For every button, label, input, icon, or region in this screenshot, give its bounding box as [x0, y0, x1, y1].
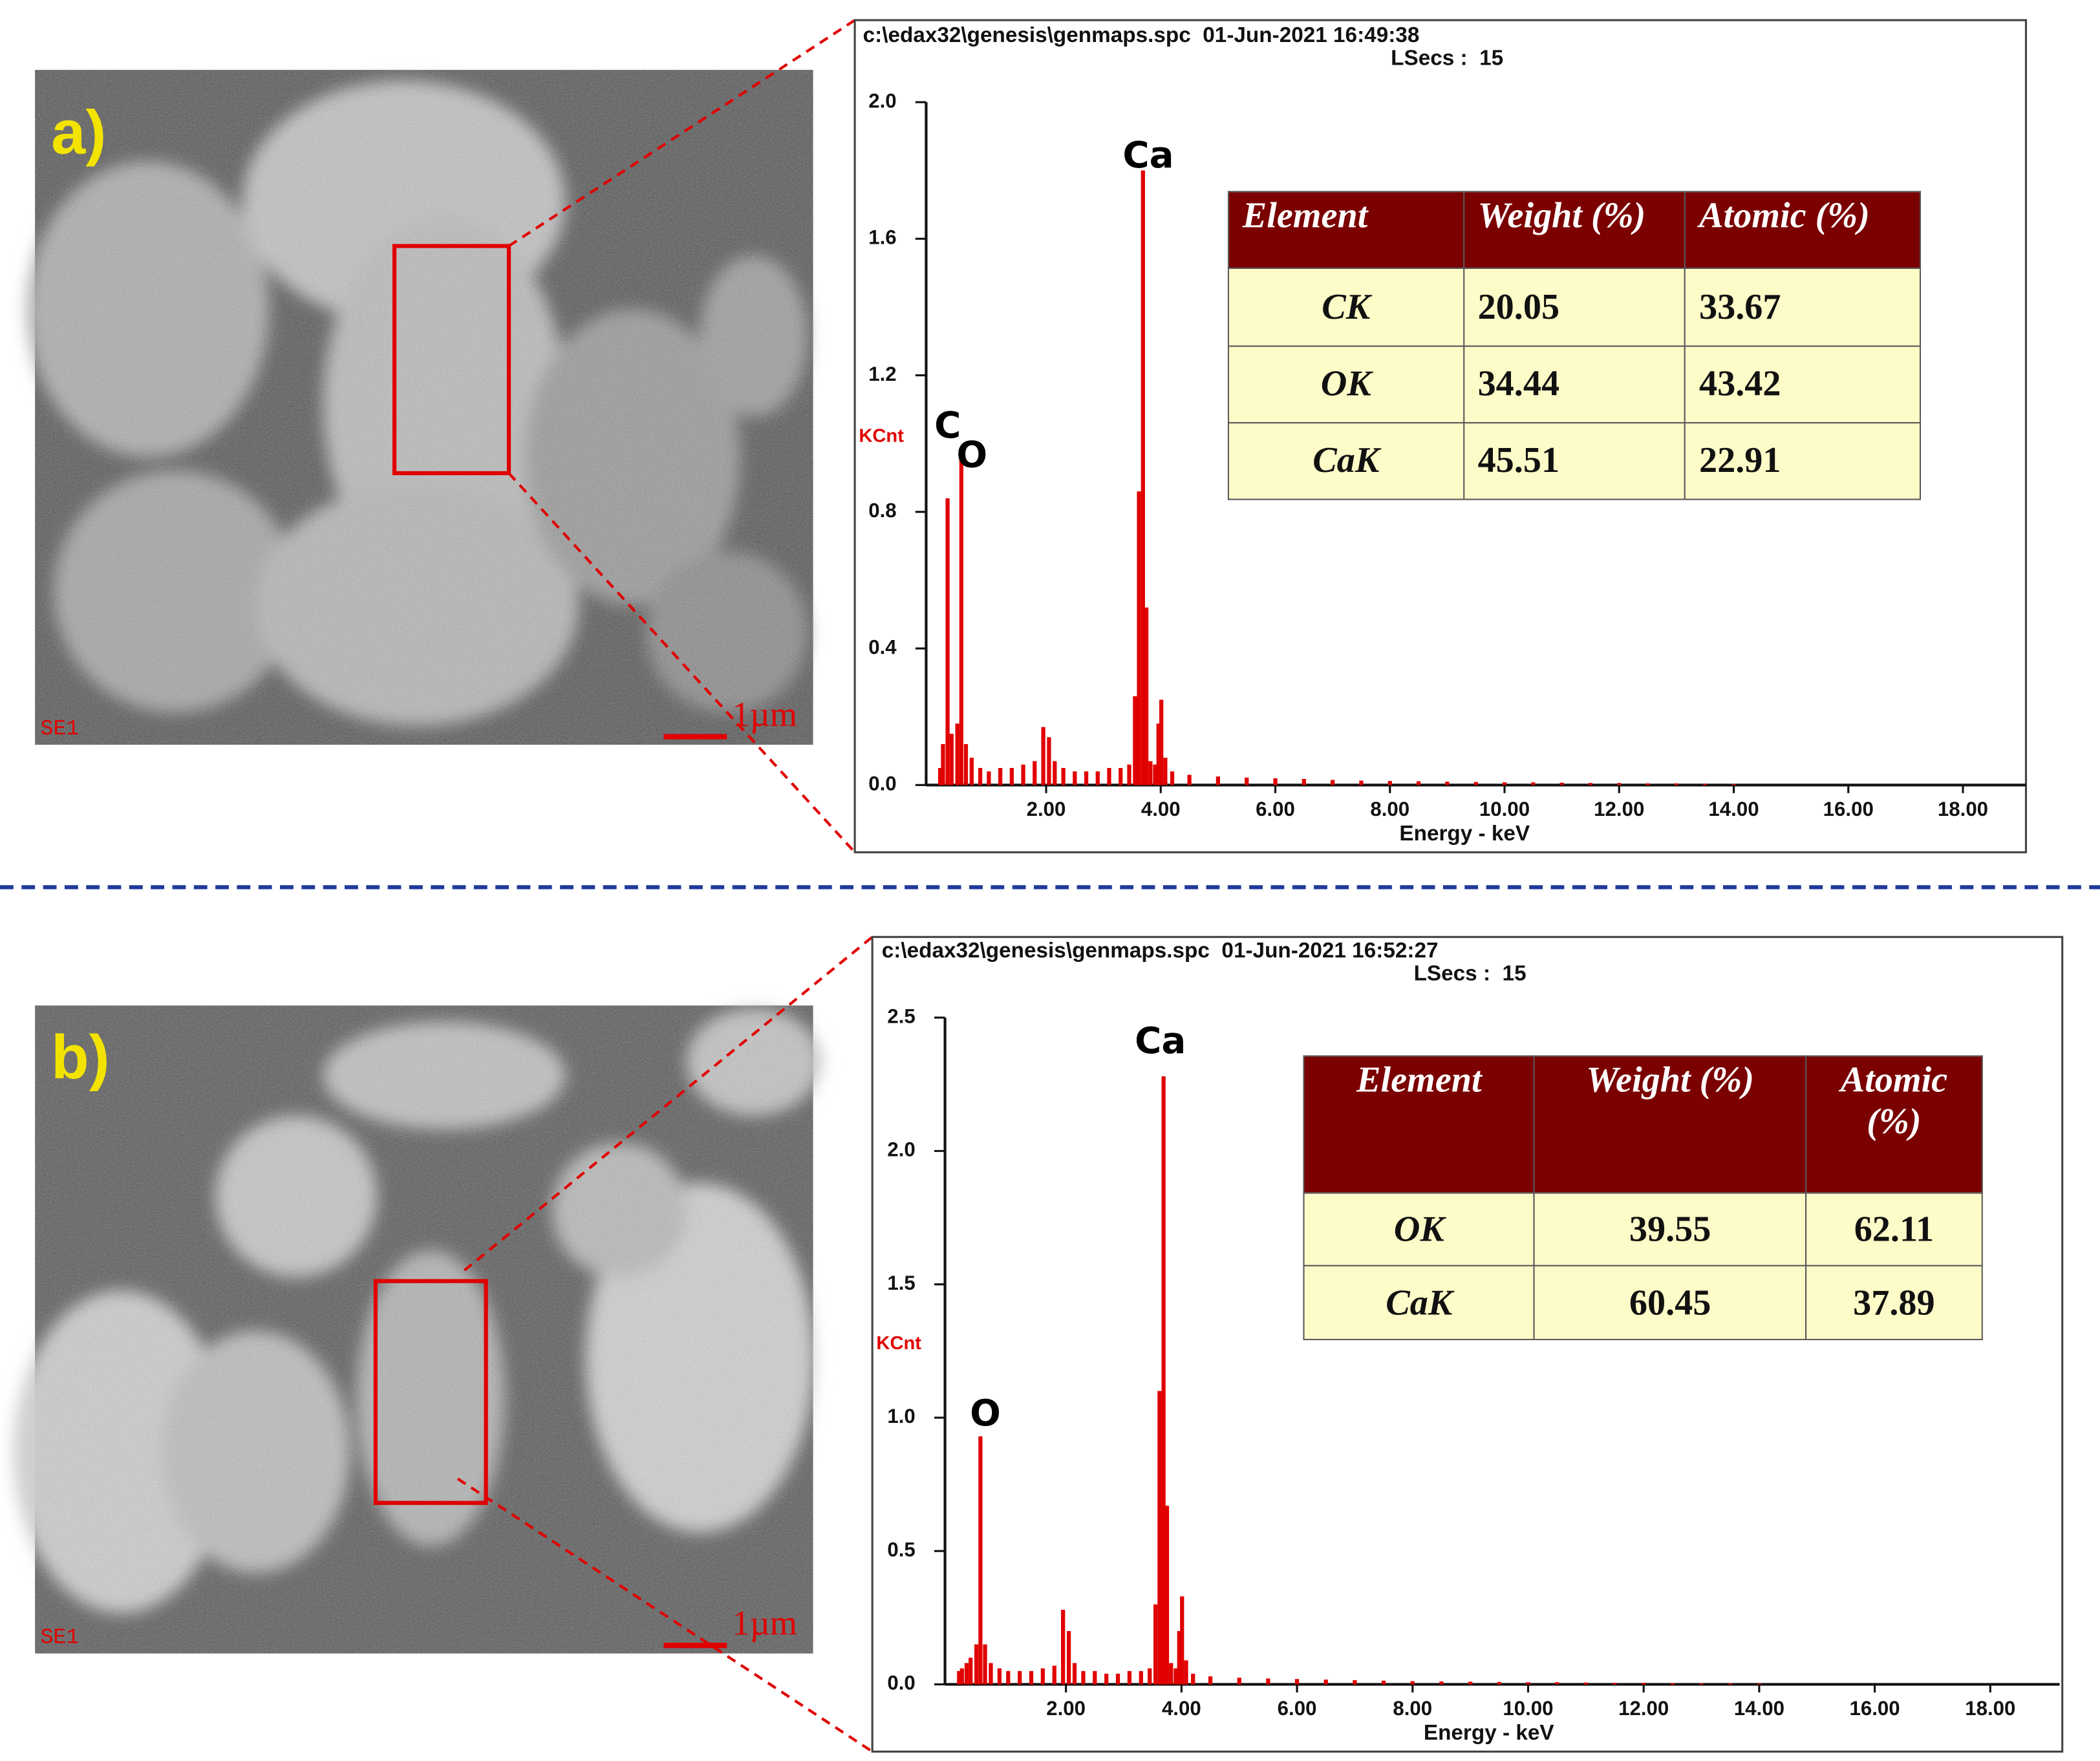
- y-tick-label: 0.4: [868, 635, 897, 658]
- table-cell: 34.44: [1462, 345, 1686, 423]
- table-cell: 22.91: [1684, 422, 1922, 500]
- peak-label: Ca: [1122, 134, 1173, 176]
- chart-subtitle: LSecs : 15: [1391, 46, 1503, 70]
- y-axis-label: KCnt: [859, 426, 904, 447]
- x-tick-label: 14.00: [1708, 798, 1759, 820]
- x-tick-label: 4.00: [1141, 798, 1181, 820]
- zoom-line: [508, 19, 856, 248]
- scale-label: 1µm: [733, 1603, 797, 1642]
- table-row: CaK 60.45 37.89: [1303, 1265, 1983, 1341]
- detector-label: SE1: [40, 716, 79, 741]
- y-tick-label: 0.8: [868, 499, 896, 522]
- zoom-line: [508, 472, 856, 853]
- y-axis-label: KCnt: [876, 1333, 921, 1354]
- x-tick-label: 14.00: [1734, 1697, 1784, 1720]
- table-header-cell: Element: [1303, 1055, 1536, 1193]
- table-cell: CaK: [1227, 422, 1464, 500]
- y-tick-label: 1.6: [868, 226, 896, 249]
- panel-label: b): [51, 1023, 109, 1092]
- y-tick-label: 2.0: [868, 89, 896, 112]
- table-row: CK 20.05 33.67: [1227, 268, 1922, 347]
- selection-box: [392, 244, 511, 476]
- table-row: OK 34.44 43.42: [1227, 345, 1922, 423]
- table-container: Element Weight (%) Atomic (%)CK 20.05 33.67O…: [1227, 191, 1922, 500]
- panel-label: a): [51, 98, 106, 167]
- table-cell: 37.89: [1805, 1265, 1983, 1341]
- x-tick-label: 16.00: [1850, 1697, 1900, 1720]
- table-cell: 20.05: [1462, 268, 1686, 347]
- table-cell: 62.11: [1805, 1191, 1983, 1267]
- x-tick-label: 6.00: [1278, 1697, 1317, 1720]
- texture: [35, 70, 813, 745]
- peak-label: C: [934, 405, 961, 447]
- x-tick-label: 10.00: [1479, 798, 1530, 820]
- y-tick-label: 0.0: [887, 1672, 915, 1694]
- y-tick-label: 2.0: [887, 1138, 915, 1161]
- table-header-cell: Weight (%): [1462, 191, 1686, 270]
- chart: c:\edax32\genesis\genmaps.spc 01-Jun-202…: [853, 19, 2028, 853]
- y-tick-label: 1.0: [887, 1405, 915, 1427]
- table-cell: CaK: [1303, 1265, 1536, 1341]
- table-cell: OK: [1303, 1191, 1536, 1267]
- element-table: Element Weight (%) Atomic (%) CK 20.05 33.67 O…: [1227, 191, 1922, 500]
- y-tick-label: 2.5: [887, 1005, 915, 1027]
- y-tick-label: 1.5: [887, 1272, 915, 1294]
- table-header-row: Element Weight (%) Atomic (%): [1227, 191, 1922, 270]
- sem-image: [13, 1005, 822, 1654]
- x-tick-label: 8.00: [1370, 798, 1409, 820]
- chart-subtitle: LSecs : 15: [1414, 961, 1527, 985]
- y-tick-label: 0.5: [887, 1538, 915, 1561]
- x-tick-label: 12.00: [1618, 1697, 1669, 1720]
- x-tick-label: 8.00: [1393, 1697, 1432, 1720]
- table-cell: CK: [1227, 268, 1464, 347]
- chart-title: c:\edax32\genesis\genmaps.spc 01-Jun-202…: [863, 23, 1420, 47]
- x-axis-label: Energy - keV: [1399, 822, 1530, 846]
- y-tick-label: 1.2: [868, 363, 896, 385]
- table-header-cell: Atomic (%): [1805, 1055, 1983, 1193]
- x-tick-label: 18.00: [1938, 798, 1988, 820]
- zoom-line: [456, 1477, 873, 1753]
- x-tick-label: 2.00: [1046, 1697, 1086, 1720]
- y-tick-label: 0.0: [868, 773, 896, 795]
- table-cell: 33.67: [1684, 268, 1922, 347]
- x-axis-label: Energy - keV: [1424, 1721, 1554, 1745]
- table-header-row: Element Weight (%) Atomic (%): [1303, 1055, 1983, 1193]
- table-header-cell: Weight (%): [1534, 1055, 1807, 1193]
- peak-label: Ca: [1135, 1020, 1186, 1062]
- zoom-line: [463, 935, 873, 1272]
- scale-label: 1µm: [733, 695, 797, 734]
- x-tick-label: 10.00: [1503, 1697, 1553, 1720]
- x-tick-label: 16.00: [1823, 798, 1874, 820]
- x-tick-label: 12.00: [1594, 798, 1644, 820]
- texture: [35, 1005, 813, 1654]
- chart: c:\edax32\genesis\genmaps.spc 01-Jun-202…: [871, 935, 2064, 1753]
- table-cell: 60.45: [1534, 1265, 1807, 1341]
- chart-title: c:\edax32\genesis\genmaps.spc 01-Jun-202…: [882, 939, 1439, 963]
- detector-label: SE1: [40, 1625, 79, 1650]
- peak-label: O: [956, 434, 987, 476]
- selection-box: [373, 1279, 488, 1505]
- table-header-cell: Atomic (%): [1684, 191, 1922, 270]
- table-container: Element Weight (%) Atomic (%)OK 39.55 62.11C…: [1303, 1055, 1983, 1341]
- peak-label: O: [970, 1393, 1001, 1435]
- table-cell: 39.55: [1534, 1191, 1807, 1267]
- x-tick-label: 4.00: [1162, 1697, 1201, 1720]
- table-header-cell: Element: [1227, 191, 1464, 270]
- table-row: OK 39.55 62.11: [1303, 1191, 1983, 1267]
- table-row: CaK 45.51 22.91: [1227, 422, 1922, 500]
- x-tick-label: 2.00: [1027, 798, 1066, 820]
- element-table: Element Weight (%) Atomic (%) OK 39.55 62.11 C…: [1303, 1055, 1983, 1341]
- x-tick-label: 6.00: [1256, 798, 1295, 820]
- x-tick-label: 18.00: [1965, 1697, 2015, 1720]
- table-cell: OK: [1227, 345, 1464, 423]
- table-cell: 45.51: [1462, 422, 1686, 500]
- sem-image: [27, 70, 813, 745]
- table-cell: 43.42: [1684, 345, 1922, 423]
